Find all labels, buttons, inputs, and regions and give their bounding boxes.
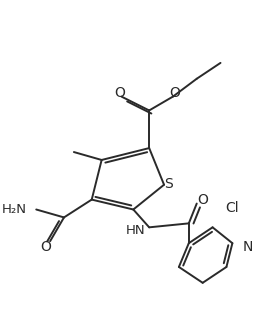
Text: H₂N: H₂N bbox=[2, 203, 27, 216]
Text: S: S bbox=[165, 177, 173, 191]
Text: O: O bbox=[170, 86, 180, 100]
Text: O: O bbox=[197, 192, 208, 207]
Text: Cl: Cl bbox=[225, 201, 239, 214]
Text: O: O bbox=[114, 86, 125, 100]
Text: N: N bbox=[243, 240, 253, 254]
Text: HN: HN bbox=[126, 224, 145, 237]
Text: O: O bbox=[41, 240, 52, 254]
